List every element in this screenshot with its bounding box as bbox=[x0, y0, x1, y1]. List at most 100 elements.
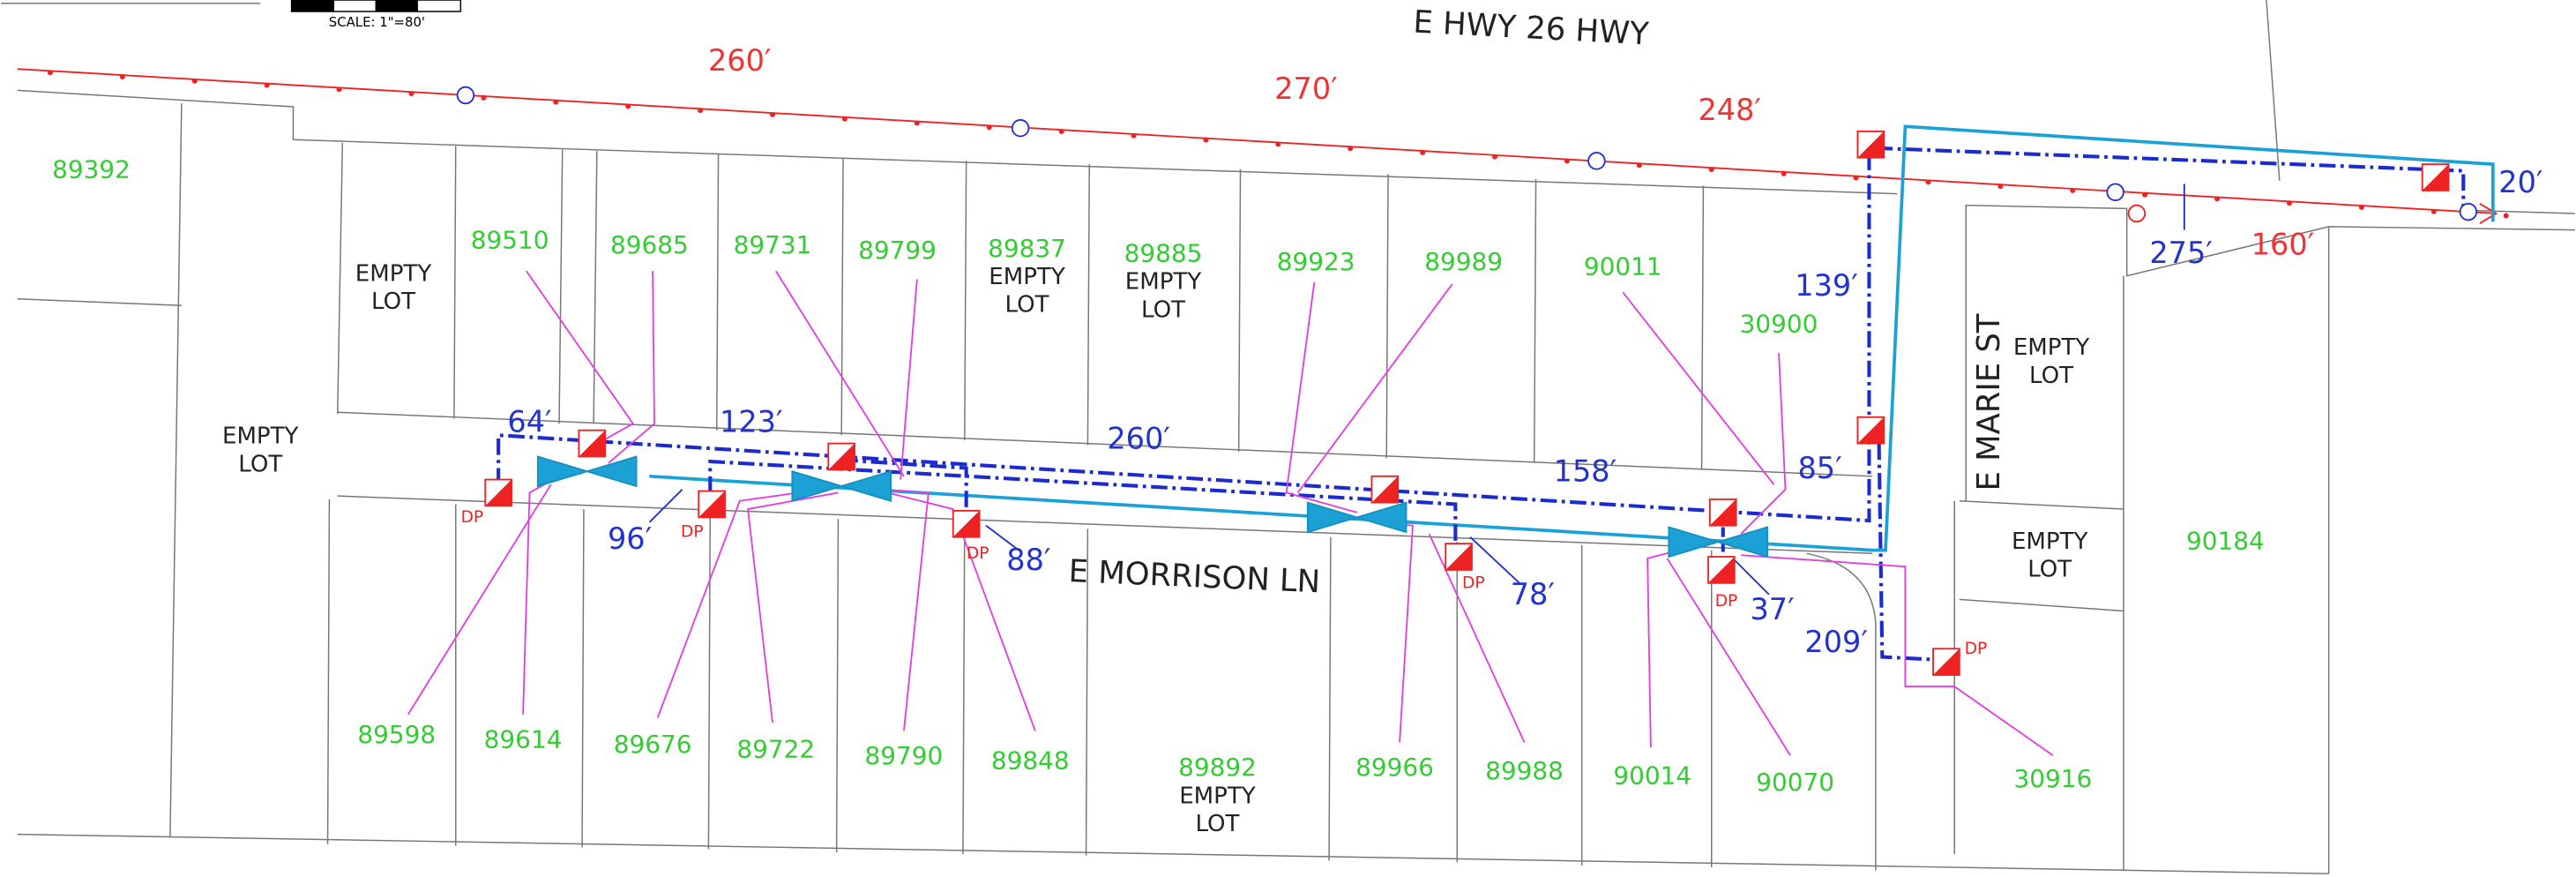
pole-dot bbox=[1854, 176, 1859, 181]
street-name: E MORRISON LN bbox=[1068, 553, 1321, 600]
pole bbox=[2107, 184, 2124, 200]
pole-dot bbox=[987, 124, 992, 130]
service-run: 88′ bbox=[1006, 543, 1050, 577]
service-run: 85′ bbox=[1797, 451, 1841, 485]
pole bbox=[458, 87, 474, 104]
service-run: 139′ bbox=[1795, 268, 1858, 303]
lot-number: 89799 bbox=[858, 236, 937, 265]
service-run: 260′ bbox=[1107, 421, 1170, 455]
marker bbox=[2129, 206, 2146, 222]
empty-lot: LOT bbox=[2027, 556, 2072, 582]
service-run: 158′ bbox=[1554, 454, 1617, 489]
dp-label: DP bbox=[1965, 640, 1988, 658]
lot-number: 90014 bbox=[1613, 761, 1691, 790]
service-run: 64′ bbox=[507, 405, 551, 439]
scale-label: SCALE: 1"=80' bbox=[329, 14, 425, 30]
pole-dot bbox=[1637, 162, 1642, 168]
pole-dot bbox=[1997, 184, 2003, 189]
dp-label: DP bbox=[461, 508, 484, 527]
dp-label: DP bbox=[681, 523, 704, 542]
pole-dot bbox=[481, 95, 486, 101]
valve bbox=[1308, 503, 1407, 533]
pole-dot bbox=[1492, 154, 1497, 160]
street-name: E MARIE ST bbox=[1971, 313, 2007, 491]
empty-lot: EMPTY bbox=[355, 260, 432, 287]
pole-dot bbox=[265, 83, 270, 88]
valve bbox=[1669, 528, 1767, 558]
pole-dot bbox=[1925, 179, 1930, 184]
pole bbox=[1588, 153, 1605, 169]
pole-dot bbox=[770, 112, 775, 117]
lot-number: 90070 bbox=[1756, 768, 1834, 797]
pole-dot bbox=[2431, 209, 2437, 214]
lot-number: 89966 bbox=[1355, 753, 1434, 782]
lot-number: 89790 bbox=[865, 741, 944, 770]
lot-note: LOT bbox=[1141, 296, 1185, 323]
pole-dot bbox=[1203, 138, 1208, 143]
pole-dot bbox=[120, 74, 125, 79]
service-run: 123′ bbox=[720, 405, 783, 439]
pole bbox=[1012, 120, 1029, 137]
aerial-span: 248′ bbox=[1698, 93, 1761, 127]
lot-number: 89923 bbox=[1277, 247, 1355, 276]
fiber-route bbox=[498, 126, 2493, 660]
lot-number: 89848 bbox=[991, 746, 1070, 776]
service-run: 37′ bbox=[1751, 592, 1795, 626]
lot-number: 89685 bbox=[610, 230, 689, 259]
service-run: 96′ bbox=[608, 521, 652, 556]
lot-note: EMPTY bbox=[1125, 269, 1202, 296]
empty-lot: EMPTY bbox=[222, 424, 299, 450]
lot-number: 89676 bbox=[614, 730, 692, 759]
lot-number: 30900 bbox=[1740, 310, 1818, 339]
lot-note: LOT bbox=[1005, 292, 1049, 319]
site-map: SCALE: 1"=80'E HWY 26 HWYE MORRISON LNE … bbox=[0, 0, 2576, 877]
lot-note: EMPTY bbox=[989, 264, 1065, 290]
lot-number: 90184 bbox=[2186, 526, 2265, 555]
pole-dot bbox=[1781, 171, 1787, 176]
pole bbox=[2460, 204, 2477, 221]
aerial-line bbox=[18, 69, 2497, 223]
valve bbox=[538, 456, 637, 486]
lot-number: 89989 bbox=[1424, 247, 1503, 276]
leader-lines bbox=[408, 271, 2053, 755]
pole-dot bbox=[1348, 146, 1353, 151]
lot-number: 90011 bbox=[1584, 251, 1662, 281]
pole-dot bbox=[915, 121, 920, 126]
service-run: 20′ bbox=[2498, 165, 2542, 199]
pole-dot bbox=[698, 108, 703, 113]
pole-dot bbox=[553, 100, 558, 105]
pole-dot bbox=[842, 116, 847, 122]
pole-dot bbox=[1131, 133, 1137, 139]
pole-dot bbox=[1059, 129, 1064, 134]
pole-dot bbox=[48, 70, 53, 75]
empty-lot: LOT bbox=[238, 451, 282, 477]
service-run: 78′ bbox=[1511, 577, 1555, 611]
lot-number: 89731 bbox=[734, 230, 812, 259]
lot-number: 89988 bbox=[1485, 756, 1564, 785]
pole-dot bbox=[2214, 196, 2220, 201]
lot-number: 89510 bbox=[471, 226, 549, 255]
lot-number: 89614 bbox=[484, 725, 563, 754]
pole-dot bbox=[337, 86, 342, 92]
lot-note: LOT bbox=[1195, 811, 1239, 837]
empty-lot: EMPTY bbox=[2013, 334, 2090, 361]
lot-number: 89837 bbox=[988, 234, 1066, 263]
dp-label: DP bbox=[967, 544, 989, 563]
pole-dot bbox=[2359, 205, 2364, 210]
pole-dot bbox=[2287, 200, 2292, 206]
pole-dot bbox=[2142, 192, 2147, 198]
lot-number: 89892 bbox=[1178, 753, 1257, 782]
lot-number: 89885 bbox=[1124, 239, 1203, 268]
service-run: 275′ bbox=[2149, 236, 2213, 270]
pole-dot bbox=[2070, 188, 2075, 193]
empty-lot: LOT bbox=[2029, 363, 2073, 389]
pole-dot bbox=[1709, 167, 1714, 172]
service-run: 209′ bbox=[1804, 625, 1868, 659]
pole-dot bbox=[1275, 141, 1281, 146]
empty-lot: EMPTY bbox=[2012, 528, 2088, 555]
dp-label: DP bbox=[1715, 592, 1738, 611]
valve bbox=[792, 471, 891, 501]
lot-number: 89722 bbox=[736, 735, 815, 764]
scale-bar bbox=[292, 0, 461, 11]
pole-dot bbox=[192, 79, 198, 84]
